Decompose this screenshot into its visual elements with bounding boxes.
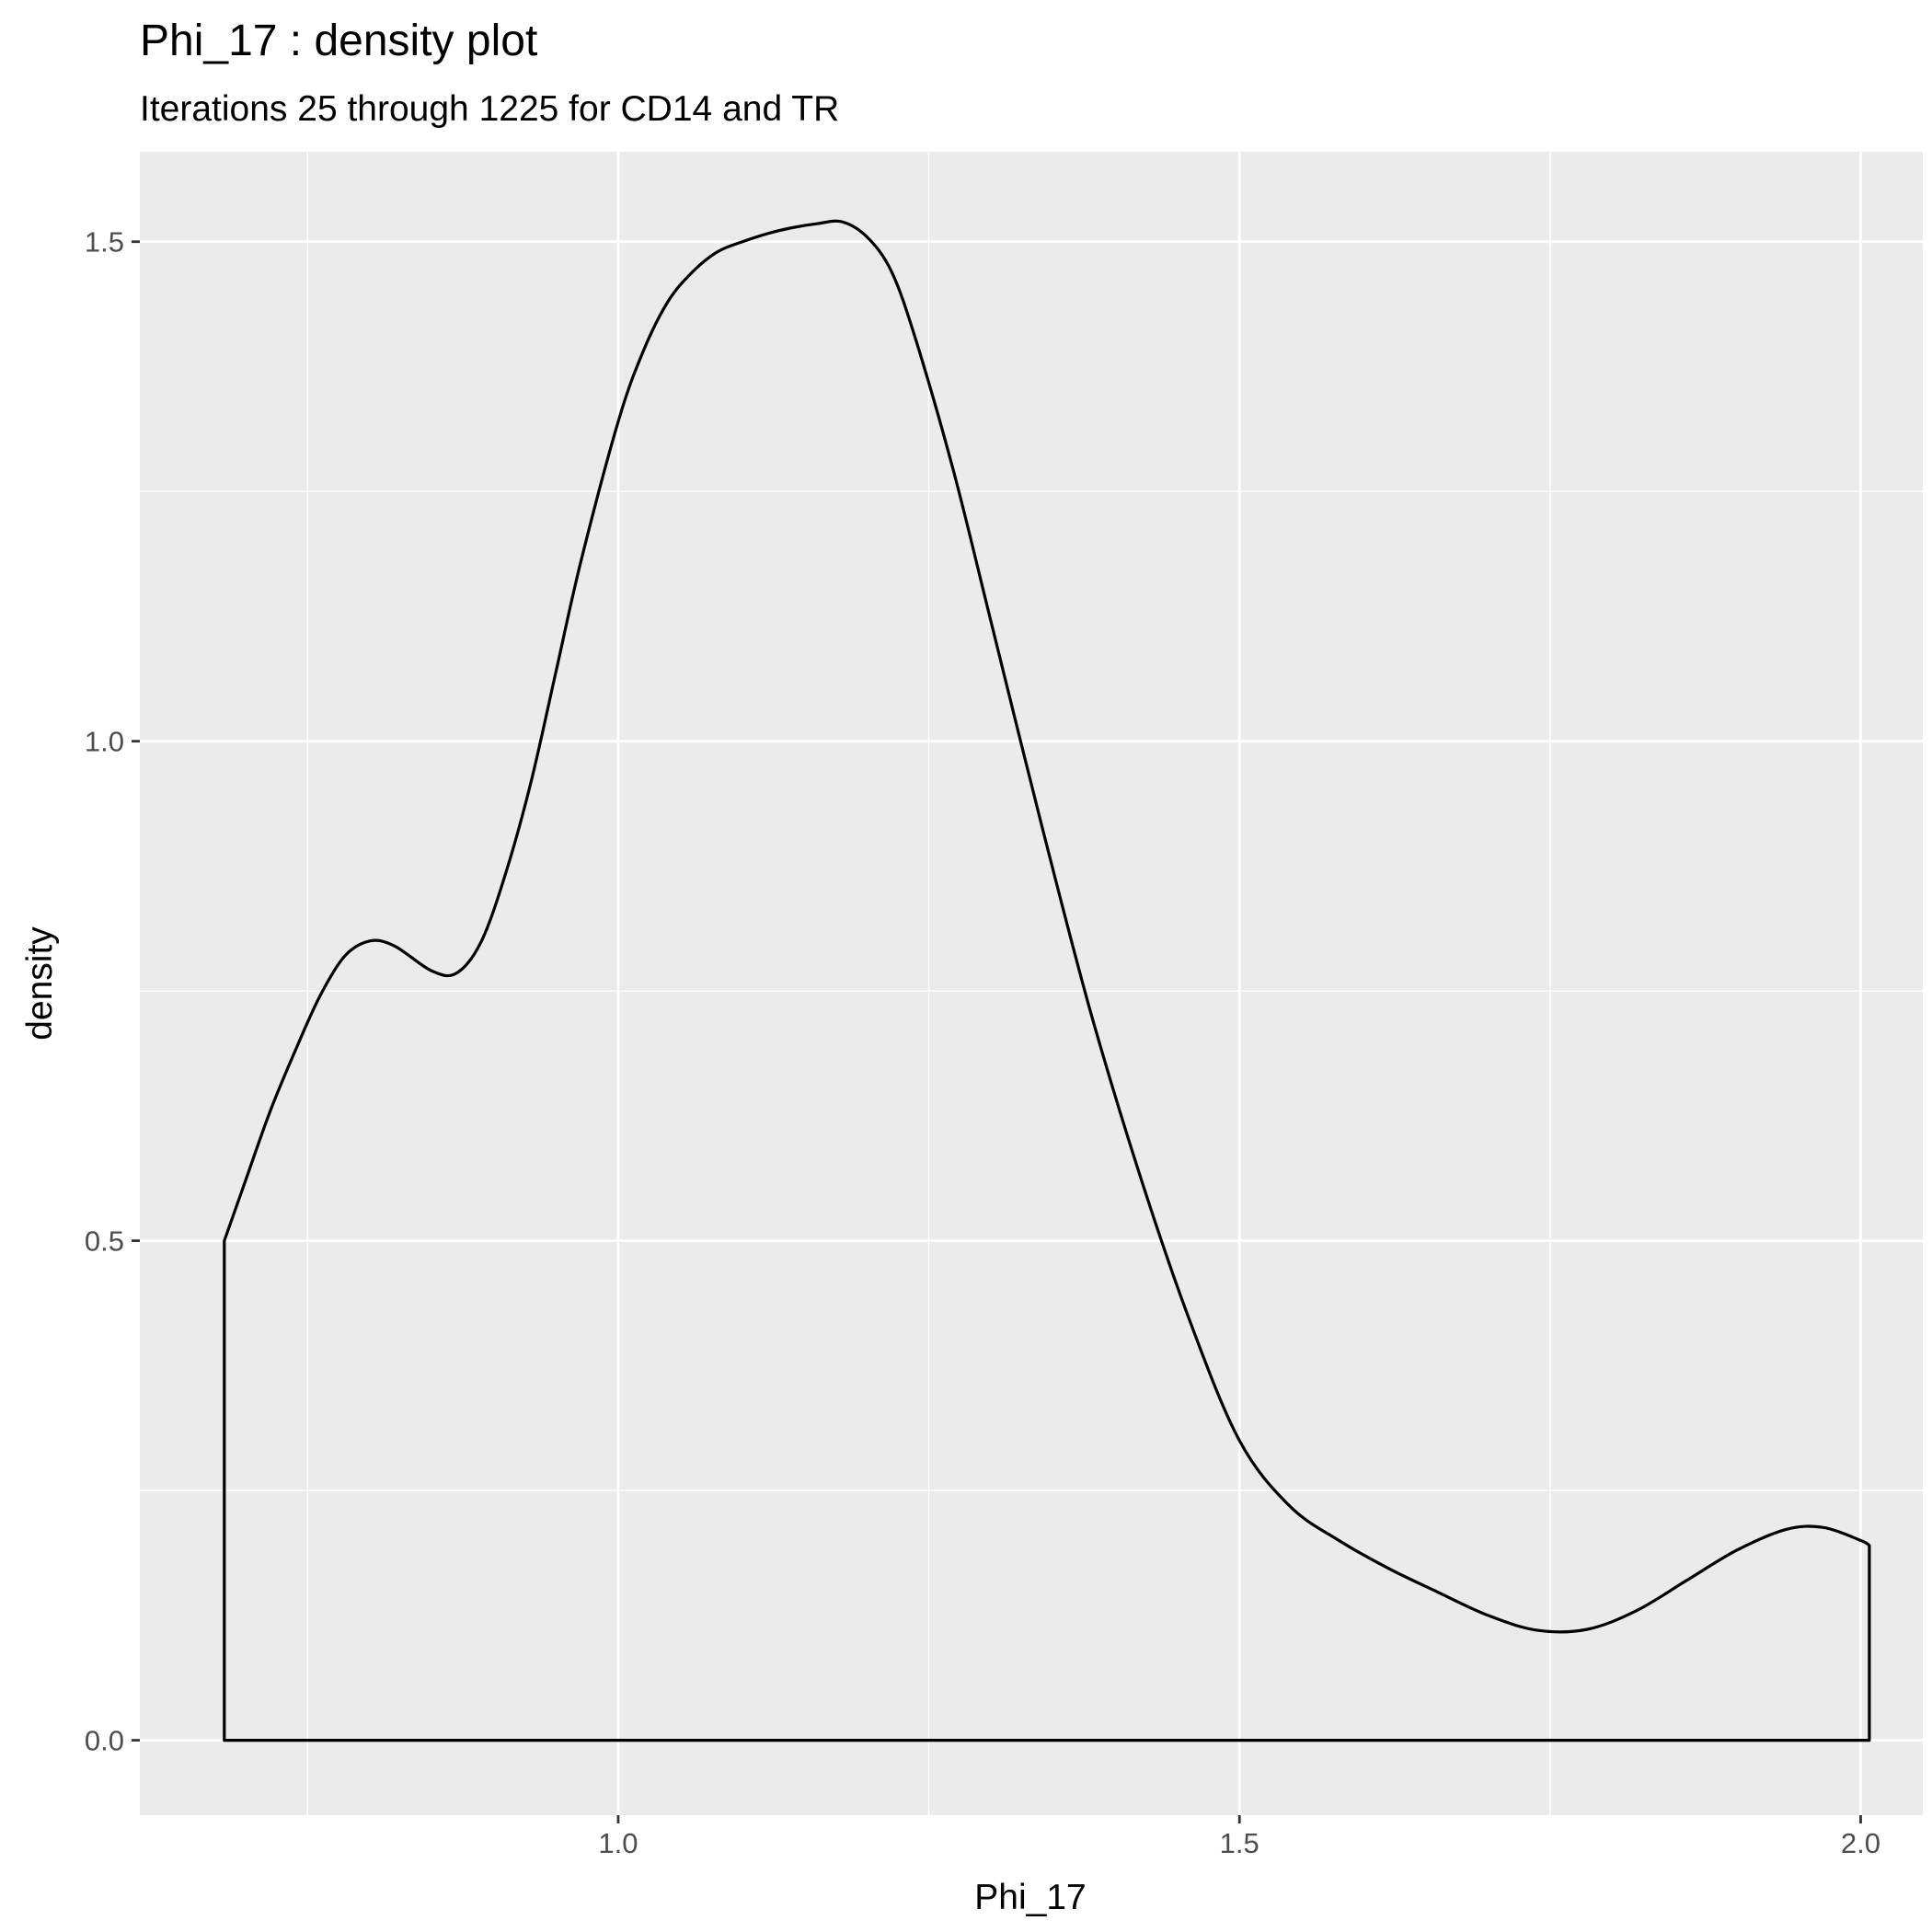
y-tick-label: 0.0 [85, 1725, 124, 1757]
x-tick-label: 1.5 [1220, 1827, 1259, 1859]
minor-gridlines [140, 152, 1923, 1815]
y-axis-title: density [20, 926, 60, 1041]
x-axis: 1.0 1.5 2.0 [598, 1815, 1880, 1859]
y-tick-label: 1.5 [85, 226, 124, 259]
plot-panel [140, 152, 1923, 1815]
y-axis: 0.0 0.5 1.0 1.5 [85, 226, 140, 1757]
x-axis-title: Phi_17 [974, 1878, 1086, 1917]
density-curve-0 [223, 219, 1871, 1742]
chart-title: Phi_17 : density plot [140, 17, 537, 65]
chart-subtitle: Iterations 25 through 1225 for CD14 and … [140, 89, 839, 129]
density-series [223, 219, 1871, 1742]
y-tick-label: 1.0 [85, 726, 124, 758]
x-tick-label: 1.0 [598, 1827, 638, 1859]
x-tick-label: 2.0 [1841, 1827, 1880, 1859]
y-tick-label: 0.5 [85, 1225, 124, 1258]
